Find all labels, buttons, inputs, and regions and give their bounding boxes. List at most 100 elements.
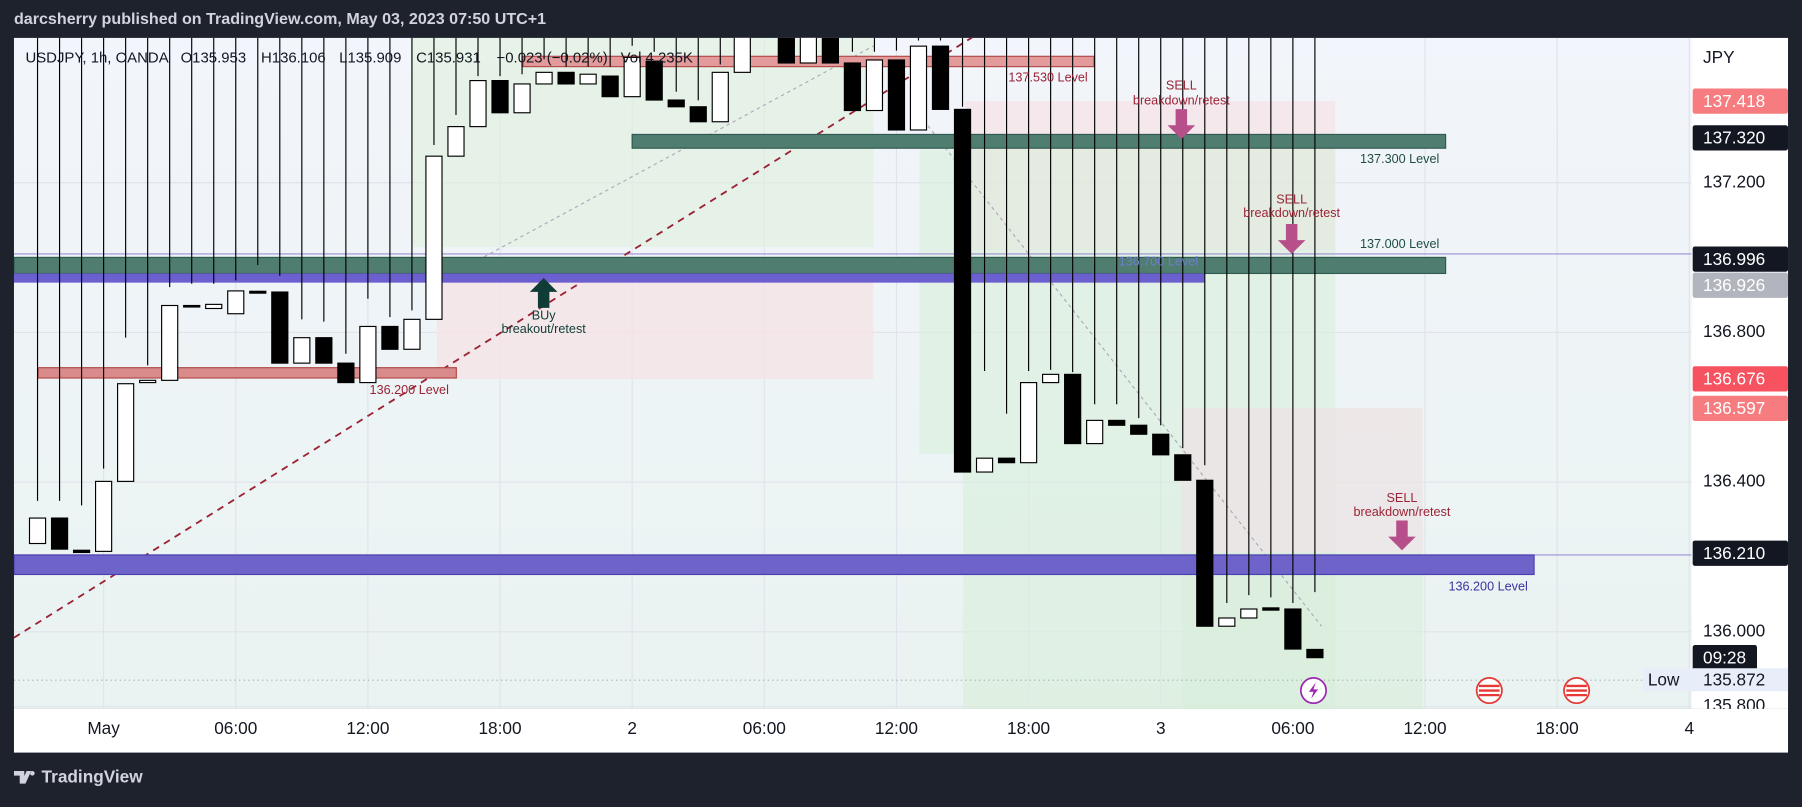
x-tick-label: 18:00 [1007,718,1050,738]
candle-body [293,337,311,364]
candle-body [623,56,641,98]
x-tick-label: 12:00 [346,718,389,738]
candle-body [1108,419,1126,426]
price-label-text: 136.996 [1703,249,1765,269]
candle-body [953,108,972,473]
legend-close: C135.931 [416,50,481,67]
candle-body [733,37,751,73]
candle-body [777,37,795,64]
y-tick-label: 136.800 [1703,321,1765,341]
drawings [13,37,1692,709]
price-label [1692,540,1789,566]
low-box [1643,668,1789,692]
trend-line [459,45,874,271]
candle-body [1284,608,1302,650]
candle-body [227,290,245,315]
y-tick-label: 136.000 [1703,620,1765,640]
footer: TradingView [13,766,143,786]
annotation: breakdown/retest [1243,206,1340,220]
candles [28,37,1324,659]
annotation: SELL [1276,192,1307,206]
x-tick-label: 06:00 [743,718,786,738]
candle-body [1019,382,1038,464]
level-zone [631,133,1447,149]
candle-body [1086,419,1104,445]
candle-body [821,37,840,64]
level-zone [13,273,1205,283]
publisher: darcsherry published on TradingView.com,… [14,10,546,28]
price-label-text: 137.320 [1703,128,1765,148]
candle-body [711,71,729,123]
candle-body [359,325,377,384]
candle-body [909,45,928,131]
candle-body [799,37,817,64]
y-tick-label: 137.200 [1703,171,1765,191]
annotation: BUy [532,308,557,322]
legend-volume: Vol 4.235K [621,50,693,67]
price-label [1692,395,1789,422]
x-tick-label: May [87,718,120,738]
trend-line [918,114,1322,627]
x-tick-label: 18:00 [478,718,521,738]
candle-body [94,480,113,552]
candle-body [1196,479,1214,627]
candle-body [447,126,465,157]
candle-body [491,80,509,114]
axis-labels: 137.200 136.800 136.400 136.000 135.800 May 06… [87,88,1789,738]
annotation: 137.530 Level [1008,70,1087,84]
candle-body [183,304,201,308]
candle-body [249,290,267,294]
x-tick-label: 4 [1685,718,1695,738]
annotation: breakdown/retest [1133,93,1230,107]
candle-body [337,362,355,384]
candle-body [843,62,862,112]
logo [13,770,35,784]
x-tick-label: 06:00 [214,718,257,738]
price-label [1692,246,1789,272]
zone [436,282,874,380]
arrow [529,278,558,308]
annotation: 136.200 Level [1448,579,1527,593]
zone [1181,407,1423,553]
candle-body [469,80,487,128]
candle-body [667,99,685,108]
candle-body [513,83,531,114]
candle-body [72,549,91,554]
candle-body [271,291,289,364]
candle-body [425,155,443,320]
price-label-text: 136.210 [1703,543,1765,563]
candle-body [50,517,69,550]
candle-body [1306,648,1324,659]
annotation: breakdown/retest [1354,505,1451,519]
x-tick-label: 18:00 [1536,718,1579,738]
countdown-box [1692,645,1758,671]
legend-open: O135.953 [181,50,247,67]
price-label [1692,88,1789,114]
candle-body [645,60,663,101]
candle-body [887,59,906,131]
x-tick-label: 06:00 [1271,718,1314,738]
zone [1181,552,1423,709]
annotation: 136.700 Level [1119,254,1198,268]
y-tick-label: 135.800 [1703,695,1765,715]
annotations: 137.530 Level SELL breakdown/retest 137.… [370,70,1591,705]
candle-body [1262,607,1280,611]
arrow [1388,520,1416,551]
candle-body [931,45,950,110]
candle-body [1064,373,1082,445]
level-zone [13,256,1447,275]
candle-body [865,59,884,112]
candle-body [117,383,135,482]
annotation: breakout/retest [502,322,587,336]
candle-body [139,379,157,384]
annotation: SELL [1166,79,1197,93]
low-value: 135.872 [1703,669,1765,689]
candle-body [557,71,575,85]
candle-body [997,457,1016,464]
candle-body [161,304,179,381]
candle-body [28,517,47,545]
candle-body [1218,617,1236,627]
candle-body [975,457,994,473]
annotation: 136.200 Level [370,383,449,397]
